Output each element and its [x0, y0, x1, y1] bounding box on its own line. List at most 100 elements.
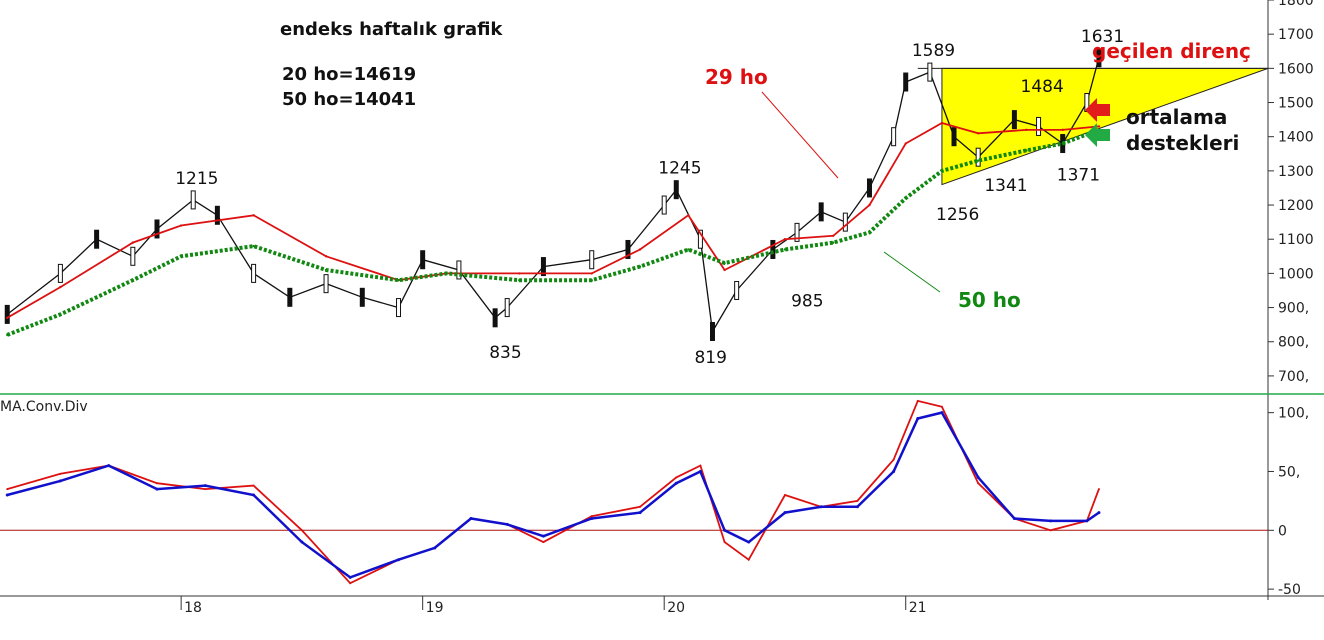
ma-point: [131, 279, 135, 282]
annotation-label: 1631: [1081, 27, 1124, 47]
macd-y-tick-label: -50: [1278, 582, 1301, 598]
macd-point: [892, 458, 895, 461]
macd-point: [976, 475, 980, 479]
ma-point: [590, 272, 593, 275]
panel-layer: [0, 0, 1324, 600]
macd-point: [1049, 519, 1053, 523]
ma-point: [976, 132, 980, 135]
macd-point: [783, 494, 786, 496]
annotation-label: 1215: [175, 169, 218, 189]
price-candle: [794, 222, 800, 242]
y-tick-label: 1000: [1278, 266, 1314, 282]
macd-point: [916, 399, 919, 402]
ma-point: [783, 238, 787, 241]
ma-point: [687, 248, 690, 251]
y-tick-label: 800,: [1278, 335, 1309, 351]
macd-point: [349, 582, 352, 585]
ma-point: [1097, 125, 1101, 128]
green-arrow-icon: [1085, 123, 1110, 147]
macd-point: [1097, 511, 1101, 515]
macd-point: [155, 482, 158, 485]
ma-point: [1025, 128, 1028, 132]
price-candle: [891, 127, 897, 147]
price-candle: [842, 212, 848, 232]
price-candle: [57, 263, 63, 283]
price-candle: [396, 298, 402, 318]
ma-point: [868, 203, 871, 207]
annotation-label: geçilen direnç: [1092, 39, 1251, 63]
macd-point: [638, 511, 642, 515]
macd-point: [252, 493, 256, 497]
highlight-layer: [917, 67, 1269, 186]
series-layer: [4, 48, 1102, 585]
macd-line-macd: [6, 399, 1100, 585]
ma-point: [940, 169, 944, 173]
macd-point: [505, 522, 509, 526]
annotation-label: 985: [791, 292, 823, 312]
y-tick-label: 900,: [1278, 301, 1309, 317]
price-candle: [4, 304, 10, 324]
ma-point: [976, 159, 980, 162]
macd-point: [674, 481, 678, 485]
price-candle: [927, 62, 933, 82]
ma-point: [518, 279, 521, 282]
ma-line-50ho: [6, 128, 1100, 337]
macd-point: [916, 417, 920, 421]
macd-point: [541, 534, 545, 538]
macd-point: [590, 515, 593, 518]
price-candle: [359, 287, 365, 307]
x-tick-label: 21: [909, 600, 927, 616]
annotation-label: 835: [489, 343, 521, 363]
annotation-label: 29 ho: [705, 65, 768, 89]
price-candle: [661, 195, 667, 215]
macd-point: [542, 541, 545, 544]
price-path: [6, 57, 1100, 334]
annotation-label: destekleri: [1126, 131, 1239, 155]
price-candle: [1096, 48, 1102, 68]
annotation-label: ortalama: [1126, 105, 1227, 129]
macd-point: [348, 575, 352, 579]
x-tick-label: 18: [184, 600, 202, 616]
price-candle: [697, 229, 703, 249]
macd-point: [1012, 517, 1016, 521]
macd-point: [747, 558, 750, 561]
macd-point: [723, 541, 726, 544]
macd-point: [699, 464, 702, 467]
macd-title: MA.Conv.Div: [0, 399, 88, 415]
ma-point: [638, 248, 642, 251]
ma-point: [723, 268, 726, 272]
ma-point: [252, 244, 255, 248]
price-candle: [673, 180, 679, 200]
callout-line-29ho: [761, 91, 839, 179]
macd-point: [107, 464, 111, 468]
ma-point: [1061, 142, 1064, 145]
y-tick-label: 1300: [1278, 164, 1314, 180]
macd-point: [1049, 529, 1052, 532]
price-candle: [734, 280, 740, 300]
ma-point: [131, 241, 135, 244]
macd-point: [204, 488, 207, 491]
macd-point: [300, 529, 303, 532]
ma-point: [783, 248, 787, 251]
price-candle: [287, 287, 293, 307]
annotation-label: 1484: [1021, 77, 1064, 97]
price-candle: [323, 274, 329, 294]
price-candle: [589, 250, 595, 270]
price-candle: [709, 321, 715, 341]
ma-point: [59, 313, 62, 316]
macd-point: [397, 558, 401, 562]
price-candle: [1036, 116, 1042, 136]
ma-point: [397, 279, 400, 282]
y-tick-label: 1200: [1278, 198, 1314, 214]
macd-point: [723, 528, 727, 532]
macd-point: [940, 405, 943, 408]
price-candle: [540, 257, 546, 277]
price-candle: [975, 147, 981, 167]
ma-point: [723, 261, 726, 265]
y-tick-label: 1400: [1278, 130, 1314, 146]
ma-point: [832, 241, 835, 244]
macd-point: [855, 505, 859, 509]
subtitle-20ho: 20 ho=14619: [282, 64, 416, 85]
ma-point: [324, 255, 328, 258]
